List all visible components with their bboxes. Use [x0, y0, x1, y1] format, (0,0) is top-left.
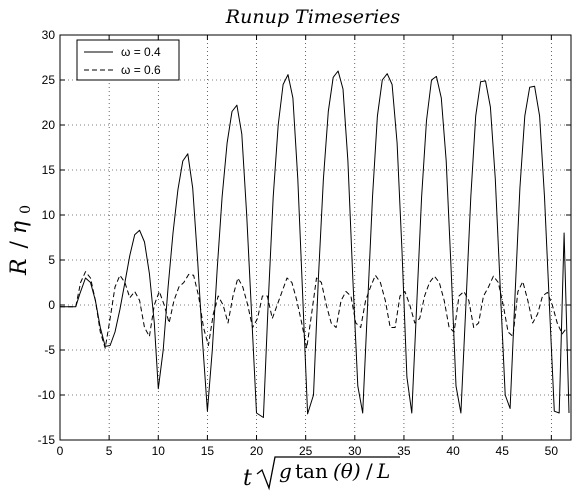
x-tick-label: 50: [545, 444, 559, 458]
y-tick-label: -10: [38, 388, 56, 402]
x-label-L: L: [376, 459, 390, 483]
x-tick-label: 15: [201, 444, 215, 458]
y-label-R: R: [7, 258, 32, 276]
x-tick-label: 5: [106, 444, 113, 458]
axis-ticks: [59, 34, 571, 441]
x-label-tan: tan: [295, 459, 328, 483]
y-label-eta: η: [7, 221, 32, 234]
grid-lines: [60, 35, 571, 440]
series-layer: [60, 70, 570, 418]
series-line-omega-0-6: [60, 271, 568, 349]
series-line-omega-0-4: [60, 70, 570, 418]
y-tick-label: 30: [42, 28, 56, 42]
y-tick-label: -15: [38, 433, 56, 447]
y-label-text: R / η 0: [7, 205, 34, 276]
x-label-sqrt-sign: [256, 456, 400, 491]
legend-label-omega-0-4: ω = 0.4: [121, 45, 161, 59]
y-tick-label: 0: [48, 298, 55, 312]
x-tick-label: 30: [348, 444, 362, 458]
x-label-slash: /: [366, 459, 373, 483]
chart-title: Runup Timeseries: [225, 6, 401, 28]
x-tick-label: 25: [299, 444, 313, 458]
x-tick-label: 0: [57, 444, 64, 458]
legend-label-omega-0-6: ω = 0.6: [121, 63, 161, 77]
y-label-subscript: 0: [18, 205, 34, 214]
y-axis-label: R / η 0: [7, 205, 34, 276]
x-label-t: t: [243, 466, 252, 491]
legend: ω = 0.4 ω = 0.6: [76, 39, 180, 81]
x-label-theta: (θ): [333, 459, 361, 483]
y-tick-label: -5: [44, 343, 55, 357]
y-tick-label: 5: [48, 253, 55, 267]
y-tick-label: 15: [42, 163, 56, 177]
x-tick-label: 40: [446, 444, 460, 458]
y-tick-label: 10: [42, 208, 56, 222]
x-tick-label: 35: [397, 444, 411, 458]
x-tick-label: 10: [152, 444, 166, 458]
y-label-slash: /: [7, 240, 32, 248]
x-label-g: g: [279, 459, 292, 483]
x-tick-label: 20: [250, 444, 264, 458]
legend-box: [76, 39, 180, 81]
x-axis-label: t g tan (θ) / L: [243, 456, 400, 491]
tick-labels: 0 5 10 15 20 25 30 35 40 45 50 -15 -10 -5 0 5 10 15 20 25 30: [38, 28, 559, 458]
y-tick-label: 20: [42, 118, 56, 132]
x-tick-label: 45: [496, 444, 510, 458]
y-tick-label: 25: [42, 73, 56, 87]
plot-frame: [59, 34, 572, 441]
